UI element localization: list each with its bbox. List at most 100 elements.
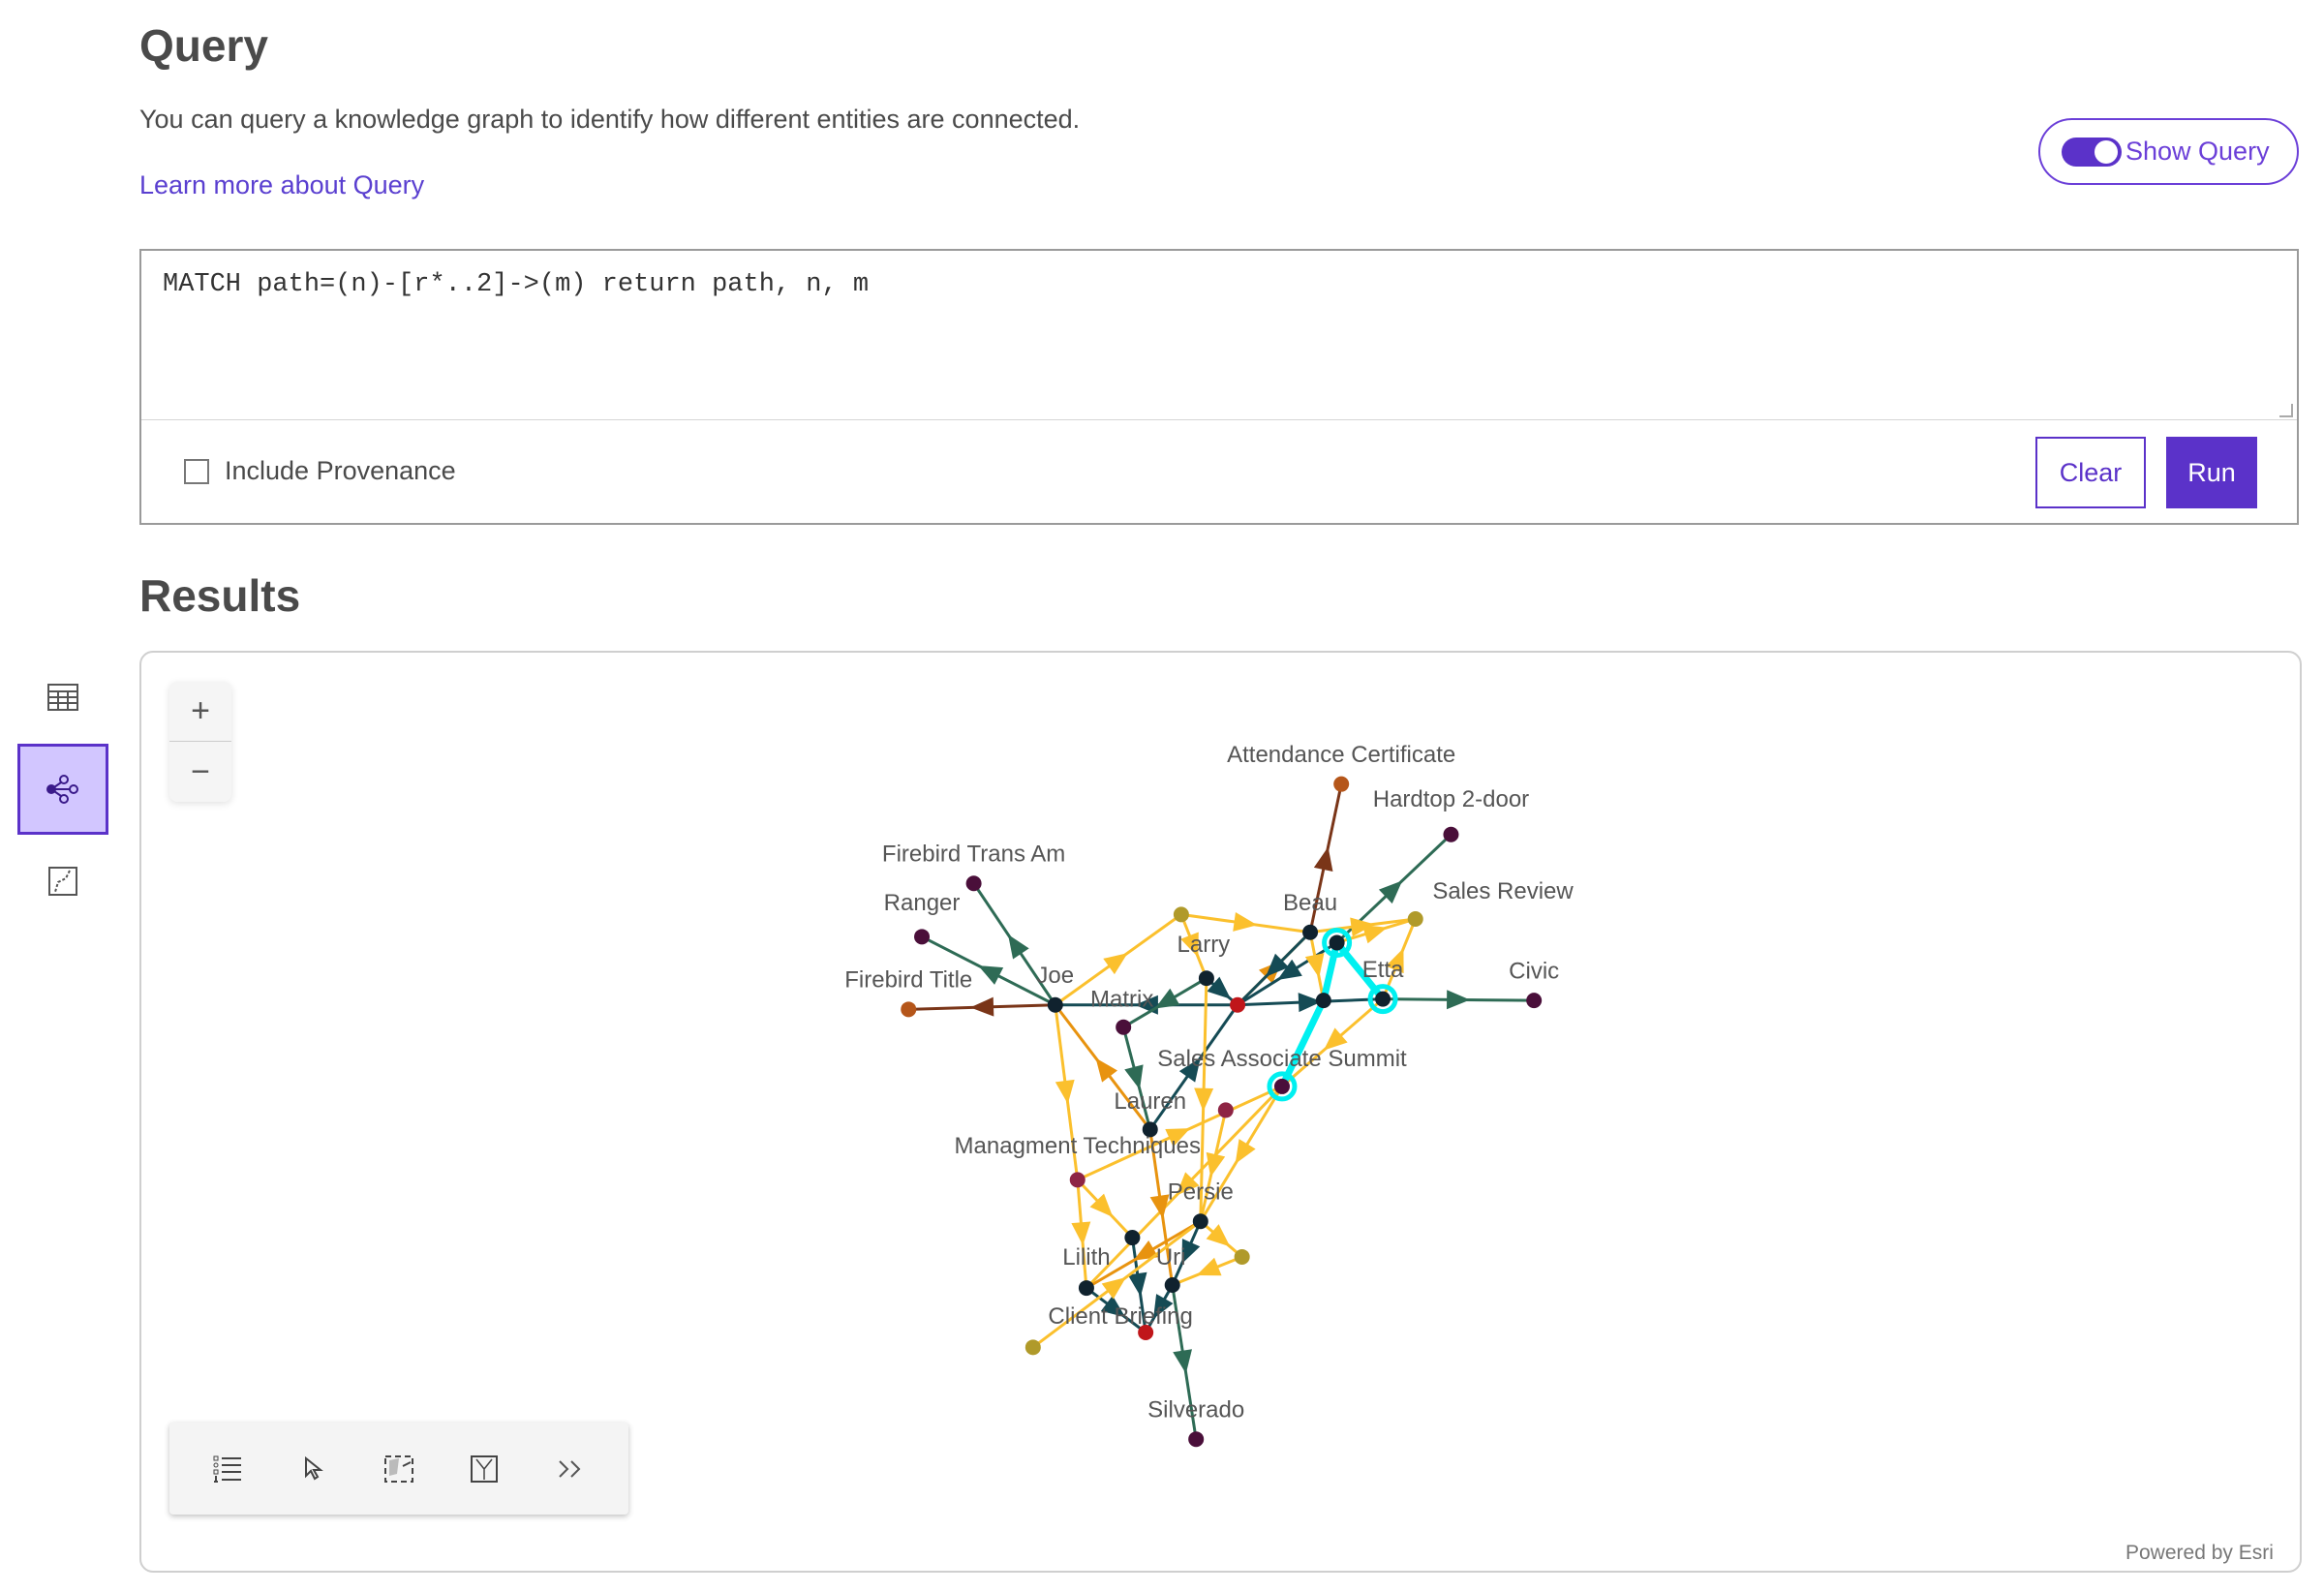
list-button[interactable] <box>208 1450 247 1488</box>
graph-node-ranger[interactable] <box>914 929 931 945</box>
graph-node-cy1[interactable] <box>1329 934 1345 951</box>
edge-arrow <box>1154 988 1180 1009</box>
table-view-tab[interactable] <box>17 652 108 743</box>
graph-node-larry[interactable] <box>1198 970 1214 987</box>
graph-node-client[interactable] <box>1138 1325 1154 1341</box>
graph-node-ytop[interactable] <box>1173 906 1189 923</box>
layout-button[interactable] <box>465 1450 504 1488</box>
include-provenance-checkbox[interactable] <box>184 458 209 484</box>
node-label: Joe <box>1036 963 1074 989</box>
graph-node-etta[interactable] <box>1375 991 1391 1007</box>
graph-node-joe[interactable] <box>1047 996 1063 1013</box>
node-label: Larry <box>1177 932 1231 958</box>
query-input[interactable]: MATCH path=(n)-[r*..2]->(m) return path,… <box>163 270 870 299</box>
toggle-switch[interactable] <box>2062 137 2122 167</box>
graph-node-persie[interactable] <box>1192 1213 1208 1230</box>
edge-arrow <box>1386 948 1404 974</box>
node-label: Firebird Trans Am <box>882 842 1065 868</box>
show-query-toggle[interactable]: Show Query <box>2038 118 2299 185</box>
lasso-select-icon <box>383 1454 413 1483</box>
edge-arrow <box>1071 1221 1091 1246</box>
graph-node-n764[interactable] <box>1124 1230 1141 1246</box>
include-provenance[interactable]: Include Provenance <box>184 456 456 486</box>
edge-arrow <box>1181 1239 1201 1265</box>
expand-icon <box>559 1459 581 1478</box>
graph-edge[interactable] <box>1278 998 1327 1088</box>
table-icon <box>47 684 78 711</box>
graph-node-attendance[interactable] <box>1333 776 1350 792</box>
lasso-select-button[interactable] <box>380 1450 418 1488</box>
map-view-tab[interactable] <box>17 836 108 927</box>
node-label: Ranger <box>884 890 961 916</box>
graph-node-hardtop[interactable] <box>1443 826 1459 842</box>
edge-arrow <box>1207 976 1232 999</box>
graph-node-summit[interactable] <box>1273 1078 1290 1094</box>
chart-toolbar <box>169 1423 628 1515</box>
results-title: Results <box>139 570 301 621</box>
edge-arrow <box>1127 1271 1147 1297</box>
graph-node-matrix[interactable] <box>1116 1019 1132 1035</box>
graph-node-o838[interactable] <box>1234 1248 1250 1265</box>
graph-node-uri[interactable] <box>1164 1277 1180 1294</box>
edge-arrow <box>1101 1277 1126 1300</box>
run-button[interactable]: Run <box>2166 437 2257 508</box>
link-chart-view-tab[interactable] <box>17 744 108 835</box>
edge-arrow <box>1165 1128 1191 1148</box>
node-label: Civic <box>1509 959 1559 985</box>
learn-more-link[interactable]: Learn more about Query <box>139 170 425 199</box>
map-icon <box>48 867 77 896</box>
graph-node-beau[interactable] <box>1302 924 1319 940</box>
select-cursor-icon <box>304 1455 323 1480</box>
edge-arrow <box>1176 1172 1200 1196</box>
graph-node-mgmt[interactable] <box>1069 1172 1086 1188</box>
graph-node-lilith[interactable] <box>1078 1280 1094 1297</box>
graph-node-o697[interactable] <box>1024 1339 1041 1356</box>
include-provenance-label: Include Provenance <box>225 456 456 485</box>
node-label: Silverado <box>1147 1397 1244 1424</box>
edge-arrow <box>1194 1087 1214 1112</box>
edge-arrow <box>1089 1193 1114 1217</box>
edge-arrow <box>1095 1057 1117 1083</box>
expand-toolbar-button[interactable] <box>551 1450 590 1488</box>
edge-arrow <box>970 996 994 1017</box>
edge-arrow <box>1304 953 1325 978</box>
graph-node-n893[interactable] <box>1315 993 1331 1009</box>
edge-arrow <box>1055 1079 1075 1104</box>
edge-arrow <box>978 965 1004 985</box>
graph-node-m827[interactable] <box>1217 1102 1234 1118</box>
edge-arrow <box>1277 959 1302 980</box>
edge-arrow <box>1206 1224 1231 1247</box>
edge-arrow <box>1196 1257 1222 1276</box>
results-panel[interactable] <box>139 651 2302 1573</box>
edge-arrow <box>1149 1194 1170 1219</box>
graph-node-fta[interactable] <box>965 875 982 892</box>
edge-arrow <box>1233 912 1258 932</box>
zoom-out-button[interactable]: − <box>191 752 210 790</box>
graph-node-lauren[interactable] <box>1142 1121 1158 1138</box>
edge-arrow <box>1100 1295 1126 1318</box>
node-highlight <box>1322 927 1353 958</box>
resize-handle[interactable] <box>2279 404 2293 417</box>
graph-node-silverado[interactable] <box>1188 1431 1205 1448</box>
node-label: Hardtop 2-door <box>1373 786 1529 812</box>
node-label: Client Briefing <box>1048 1303 1192 1330</box>
edge-arrow <box>1323 1027 1348 1051</box>
select-button[interactable] <box>294 1450 333 1488</box>
graph-edge[interactable] <box>1320 941 1341 1001</box>
query-editor[interactable]: MATCH path=(n)-[r*..2]->(m) return path,… <box>139 249 2299 525</box>
node-label: Uri <box>1156 1244 1186 1271</box>
graph-node-salesreview[interactable] <box>1407 910 1423 927</box>
graph-node-ftitle[interactable] <box>901 1001 917 1018</box>
node-highlight <box>1367 984 1398 1015</box>
graph-node-red1[interactable] <box>1230 996 1246 1013</box>
node-label: Lilith <box>1062 1244 1110 1271</box>
graph-node-civic[interactable] <box>1526 993 1543 1009</box>
clear-button[interactable]: Clear <box>2035 437 2146 508</box>
node-label: Sales Review <box>1432 878 1574 904</box>
edge-arrow <box>1313 846 1333 873</box>
zoom-in-button[interactable]: + <box>169 682 231 742</box>
list-icon <box>213 1455 242 1483</box>
node-label: Persie <box>1168 1179 1234 1206</box>
edge-arrow <box>1350 917 1375 937</box>
